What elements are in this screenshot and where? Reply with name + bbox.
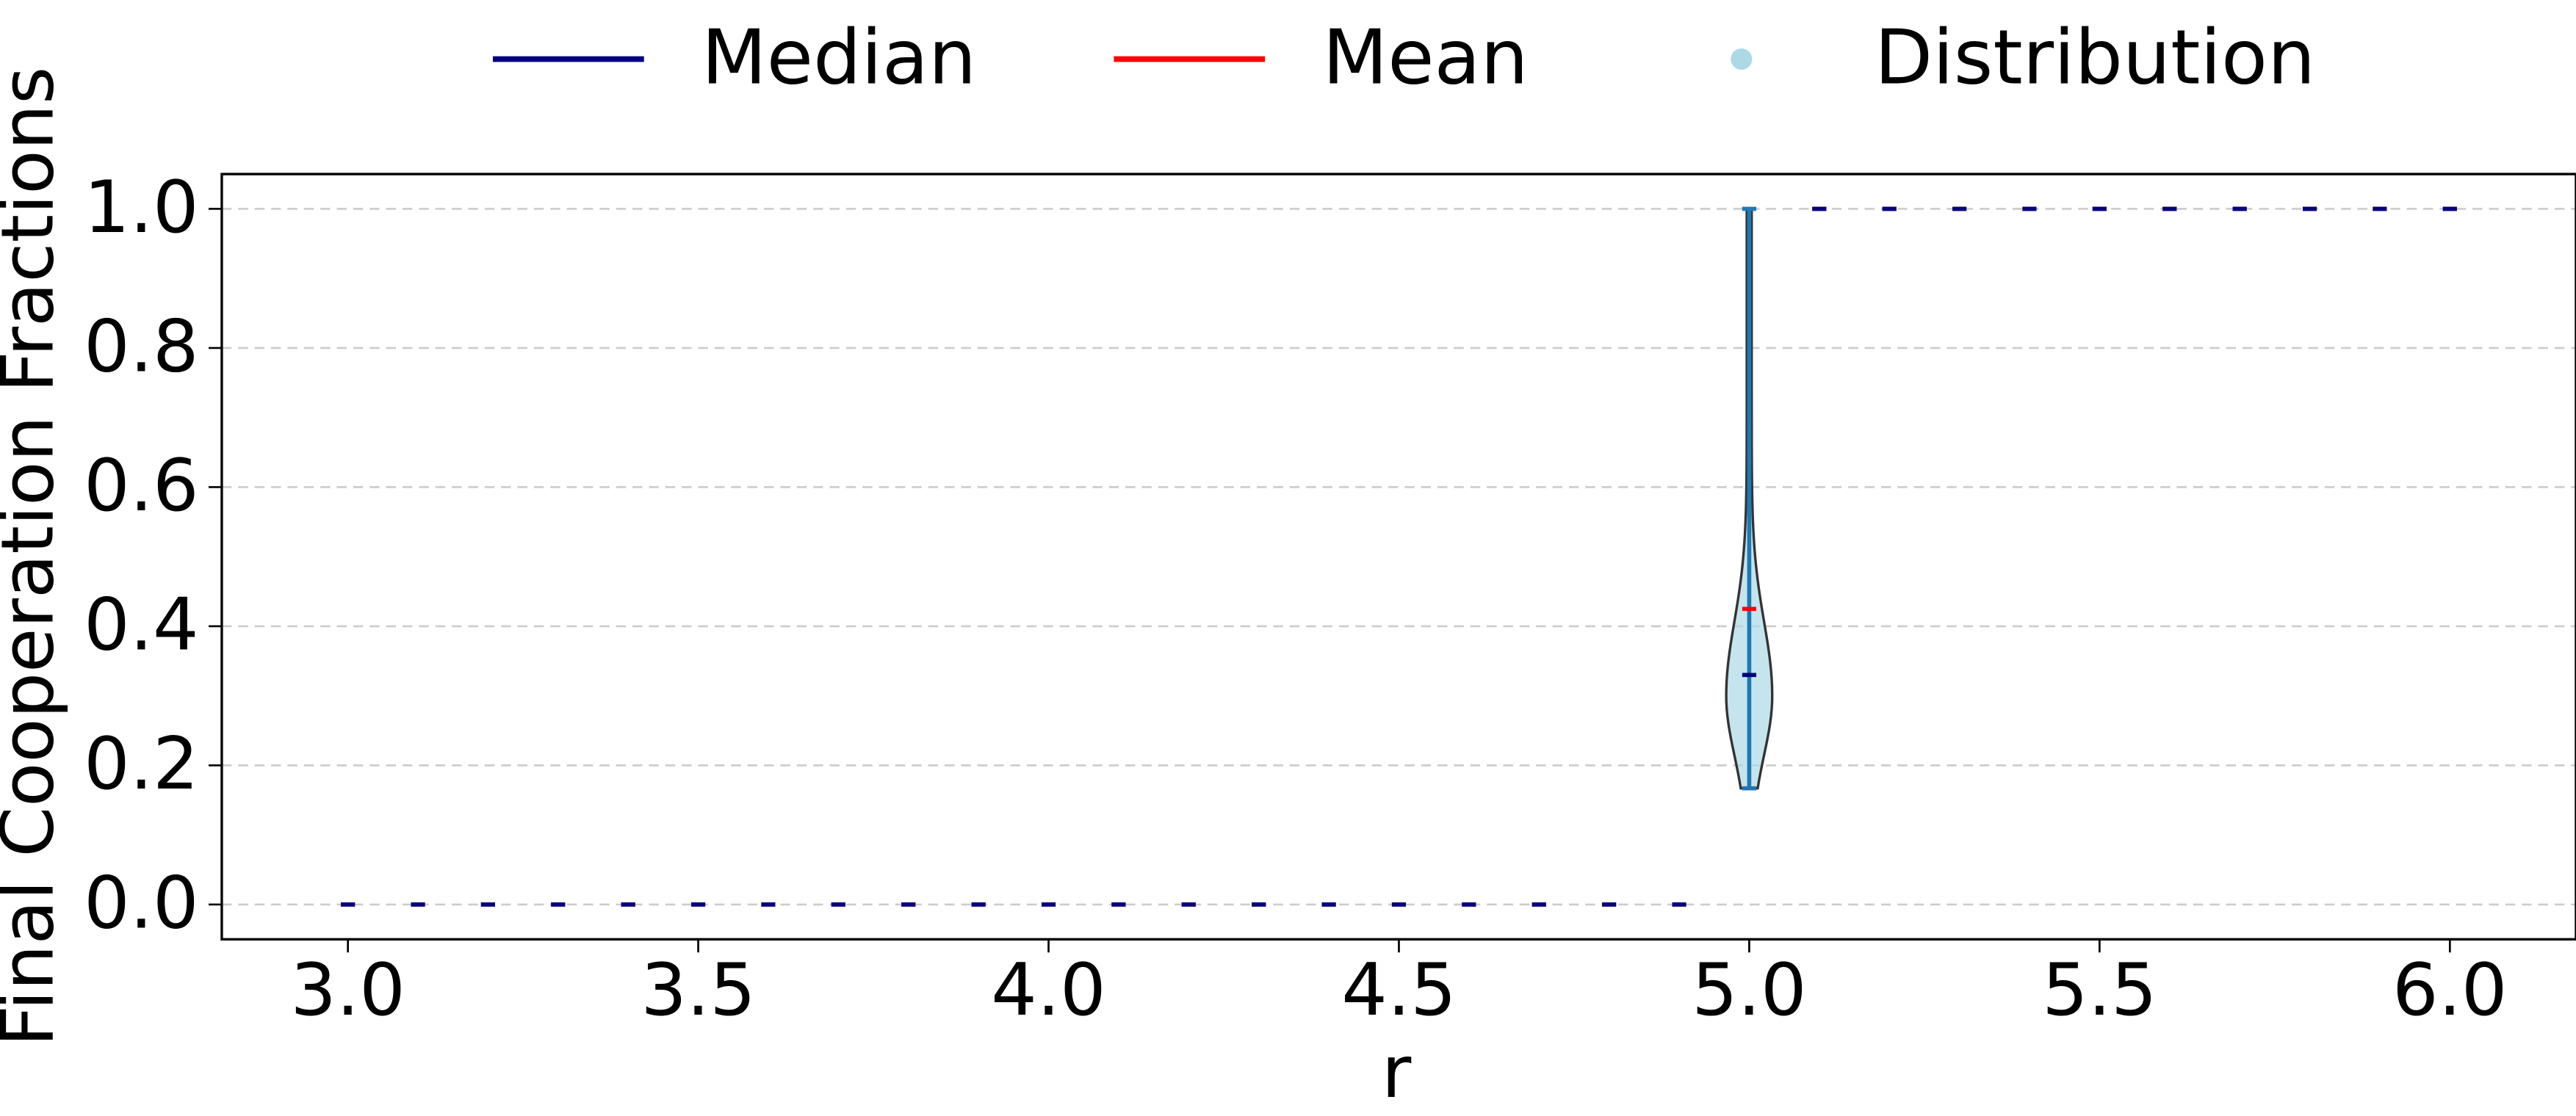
y-axis-label: Final Cooperation Fractions bbox=[0, 67, 71, 1047]
legend-label: Median bbox=[701, 14, 976, 101]
x-tick-label: 3.5 bbox=[641, 949, 756, 1032]
y-tick-label: 0.6 bbox=[84, 444, 199, 528]
x-axis-label: r bbox=[1382, 1031, 1412, 1115]
plot-frame bbox=[220, 173, 2576, 941]
y-tick-label: 0.4 bbox=[84, 583, 199, 667]
legend-label: Mean bbox=[1322, 14, 1528, 101]
y-tick-label: 0.0 bbox=[84, 861, 199, 945]
x-tick-label: 6.0 bbox=[2392, 949, 2508, 1032]
x-tick-label: 4.0 bbox=[991, 949, 1105, 1032]
x-tick-label: 4.5 bbox=[1341, 949, 1457, 1032]
legend-label: Distribution bbox=[1875, 14, 2315, 101]
x-tick-label: 5.5 bbox=[2042, 949, 2157, 1032]
legend-swatch bbox=[1731, 48, 1753, 70]
y-tick-label: 0.8 bbox=[84, 305, 199, 388]
y-tick-label: 1.0 bbox=[84, 166, 199, 250]
y-tick-label: 0.2 bbox=[84, 722, 199, 806]
x-tick-label: 5.0 bbox=[1692, 949, 1807, 1032]
x-tick-label: 3.0 bbox=[290, 949, 405, 1032]
